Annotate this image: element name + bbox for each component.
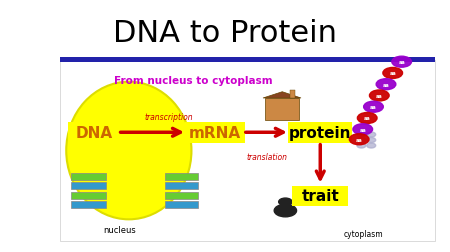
FancyBboxPatch shape bbox=[59, 58, 435, 62]
Ellipse shape bbox=[66, 82, 191, 219]
FancyBboxPatch shape bbox=[165, 201, 198, 208]
Circle shape bbox=[367, 133, 376, 137]
FancyBboxPatch shape bbox=[292, 186, 348, 206]
Circle shape bbox=[357, 113, 377, 124]
Text: aa: aa bbox=[398, 60, 405, 65]
Circle shape bbox=[367, 143, 376, 148]
Circle shape bbox=[357, 143, 366, 148]
Text: trait: trait bbox=[302, 188, 339, 203]
Circle shape bbox=[279, 198, 292, 206]
Circle shape bbox=[353, 124, 373, 135]
Text: DNA to Protein: DNA to Protein bbox=[113, 19, 337, 48]
Circle shape bbox=[376, 79, 396, 90]
Circle shape bbox=[364, 102, 383, 113]
Text: aa: aa bbox=[364, 116, 371, 121]
Text: DNA: DNA bbox=[76, 125, 113, 140]
FancyBboxPatch shape bbox=[71, 201, 107, 208]
Circle shape bbox=[357, 138, 366, 143]
Text: mRNA: mRNA bbox=[189, 125, 241, 140]
Text: aa: aa bbox=[376, 93, 382, 99]
Text: protein: protein bbox=[289, 125, 351, 140]
FancyBboxPatch shape bbox=[290, 91, 295, 99]
FancyBboxPatch shape bbox=[71, 182, 107, 189]
Text: translation: translation bbox=[247, 153, 288, 162]
Text: aa: aa bbox=[360, 127, 366, 132]
Text: aa: aa bbox=[370, 105, 377, 110]
FancyBboxPatch shape bbox=[185, 122, 245, 143]
Circle shape bbox=[369, 91, 389, 102]
Circle shape bbox=[357, 133, 366, 137]
Text: aa: aa bbox=[389, 71, 396, 76]
FancyBboxPatch shape bbox=[265, 99, 299, 121]
FancyBboxPatch shape bbox=[165, 192, 198, 199]
Circle shape bbox=[349, 134, 369, 145]
Text: aa: aa bbox=[382, 82, 389, 87]
FancyBboxPatch shape bbox=[71, 192, 107, 199]
FancyBboxPatch shape bbox=[71, 173, 107, 180]
FancyBboxPatch shape bbox=[165, 182, 198, 189]
Circle shape bbox=[274, 205, 297, 217]
FancyBboxPatch shape bbox=[288, 122, 352, 143]
FancyBboxPatch shape bbox=[68, 122, 120, 143]
Text: nucleus: nucleus bbox=[104, 225, 136, 234]
Text: cytoplasm: cytoplasm bbox=[344, 229, 383, 238]
Circle shape bbox=[367, 138, 376, 143]
Text: aa: aa bbox=[356, 137, 363, 142]
Circle shape bbox=[383, 68, 403, 79]
Text: transcription: transcription bbox=[145, 113, 194, 122]
Text: From nucleus to cytoplasm: From nucleus to cytoplasm bbox=[114, 76, 273, 86]
Polygon shape bbox=[263, 92, 301, 99]
FancyBboxPatch shape bbox=[165, 173, 198, 180]
FancyBboxPatch shape bbox=[59, 61, 435, 241]
Circle shape bbox=[392, 57, 411, 68]
